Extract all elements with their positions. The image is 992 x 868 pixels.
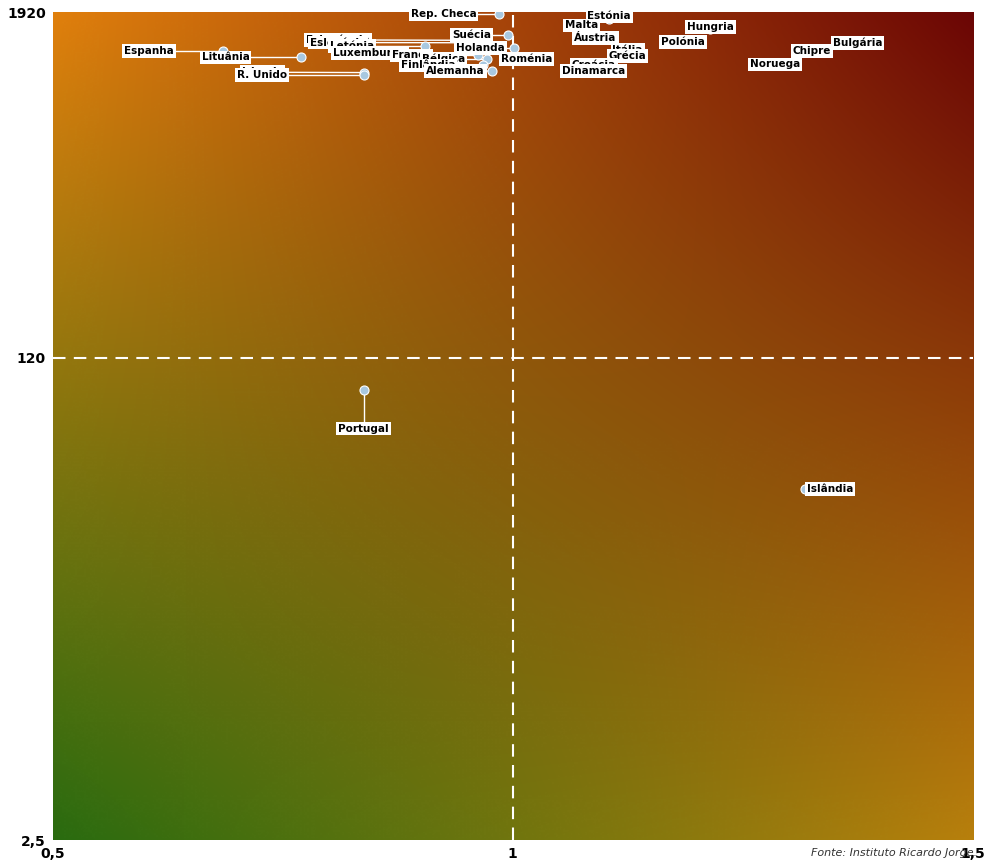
Text: Estónia: Estónia: [587, 11, 631, 22]
Text: Bélgica: Bélgica: [422, 54, 465, 64]
Text: Lituânia: Lituânia: [201, 52, 250, 62]
Text: R. Unido: R. Unido: [237, 69, 288, 80]
Text: Alemanha: Alemanha: [427, 66, 485, 76]
Text: Noruega: Noruega: [750, 59, 800, 69]
Text: Eslovénia: Eslovénia: [310, 37, 366, 48]
Text: Islândia: Islândia: [806, 483, 853, 494]
Text: Dinamarca: Dinamarca: [562, 66, 625, 76]
Text: Letónia: Letónia: [329, 41, 374, 51]
Text: Malta: Malta: [565, 21, 598, 30]
Text: Polónia: Polónia: [661, 37, 704, 47]
Text: Hungria: Hungria: [687, 22, 734, 32]
Text: Croácia: Croácia: [571, 60, 616, 70]
Text: Fonte: Instituto Ricardo Jorge.: Fonte: Instituto Ricardo Jorge.: [811, 847, 977, 858]
Text: Finlândia: Finlândia: [401, 61, 455, 70]
Text: Grécia: Grécia: [609, 51, 647, 61]
Text: Áustria: Áustria: [574, 33, 617, 43]
Text: Luxemburgo: Luxemburgo: [333, 48, 407, 57]
Text: Irlanda: Irlanda: [241, 67, 284, 77]
Text: Suécia: Suécia: [451, 30, 491, 40]
Text: Holanda: Holanda: [456, 43, 505, 53]
Text: França: França: [392, 50, 432, 61]
Text: Itália: Itália: [612, 45, 643, 55]
Text: Eslováquia: Eslováquia: [307, 35, 370, 45]
Text: Chipre: Chipre: [793, 46, 831, 56]
Text: Bulgária: Bulgária: [833, 37, 883, 48]
Text: Espanha: Espanha: [124, 46, 175, 56]
Text: Portugal: Portugal: [338, 424, 389, 434]
Text: Roménia: Roménia: [501, 55, 553, 64]
Text: Rep. Checa: Rep. Checa: [411, 10, 476, 19]
